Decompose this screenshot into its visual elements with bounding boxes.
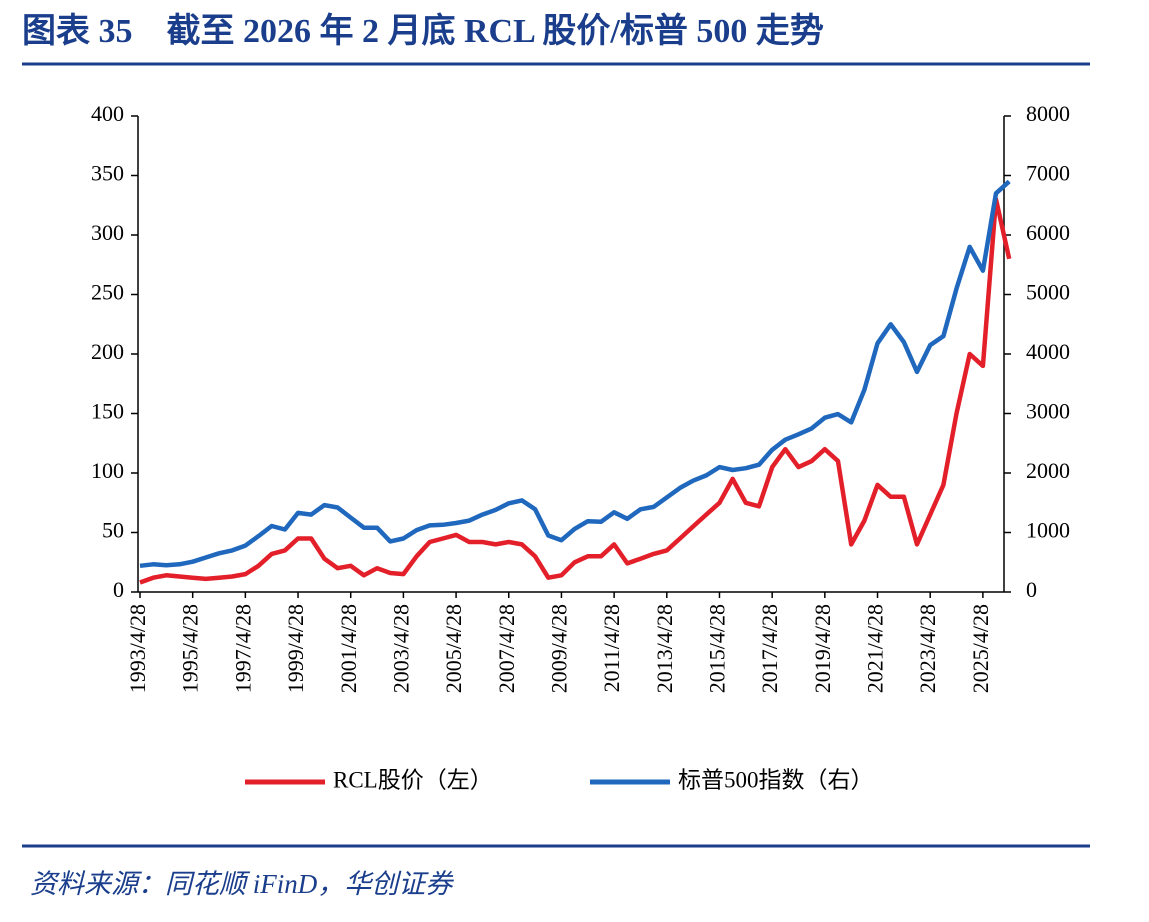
x-tick-label: 2001/4/28: [336, 604, 361, 693]
y-tick-label: 100: [91, 458, 124, 483]
x-tick-label: 2017/4/28: [757, 604, 782, 693]
x-tick-label: 2005/4/28: [441, 604, 466, 693]
y-tick-label: 400: [91, 101, 124, 126]
y-tick-label: 150: [91, 399, 124, 424]
x-tick-label: 1993/4/28: [125, 604, 150, 693]
x-tick-label: 1999/4/28: [283, 604, 308, 693]
x-tick-label: 2025/4/28: [968, 604, 993, 693]
x-tick-label: 2021/4/28: [863, 604, 888, 693]
source-note: 资料来源：同花顺 iFinD，华创证券: [30, 869, 454, 899]
y2-tick-label: 4000: [1026, 339, 1070, 364]
x-tick-label: 2015/4/28: [705, 604, 730, 693]
y-tick-label: 50: [102, 518, 124, 543]
y2-tick-label: 6000: [1026, 220, 1070, 245]
series-line: [139, 179, 1011, 569]
x-tick-label: 2019/4/28: [810, 604, 835, 693]
y2-tick-label: 7000: [1026, 161, 1070, 186]
y2-tick-label: 1000: [1026, 518, 1070, 543]
legend-label: RCL股价（左）: [333, 767, 493, 792]
x-tick-label: 1995/4/28: [178, 604, 203, 693]
x-tick-label: 2013/4/28: [652, 604, 677, 693]
y2-tick-label: 0: [1026, 577, 1037, 602]
y2-tick-label: 8000: [1026, 101, 1070, 126]
legend-label: 标普500指数（右）: [678, 767, 874, 792]
y-tick-label: 200: [91, 339, 124, 364]
x-tick-label: 2003/4/28: [388, 604, 413, 693]
chart-title: 图表 35 截至 2026 年 2 月底 RCL 股价/标普 500 走势: [22, 12, 824, 50]
y2-tick-label: 3000: [1026, 399, 1070, 424]
y-tick-label: 300: [91, 220, 124, 245]
x-tick-label: 1997/4/28: [230, 604, 255, 693]
x-tick-label: 2007/4/28: [494, 604, 519, 693]
y-tick-label: 0: [113, 577, 124, 602]
x-tick-label: 2023/4/28: [915, 604, 940, 693]
y-tick-label: 350: [91, 161, 124, 186]
y2-tick-label: 2000: [1026, 458, 1070, 483]
x-tick-label: 2011/4/28: [599, 604, 624, 692]
x-tick-label: 2009/4/28: [546, 604, 571, 693]
y-tick-label: 250: [91, 280, 124, 305]
series-line: [139, 197, 1012, 585]
y2-tick-label: 5000: [1026, 280, 1070, 305]
